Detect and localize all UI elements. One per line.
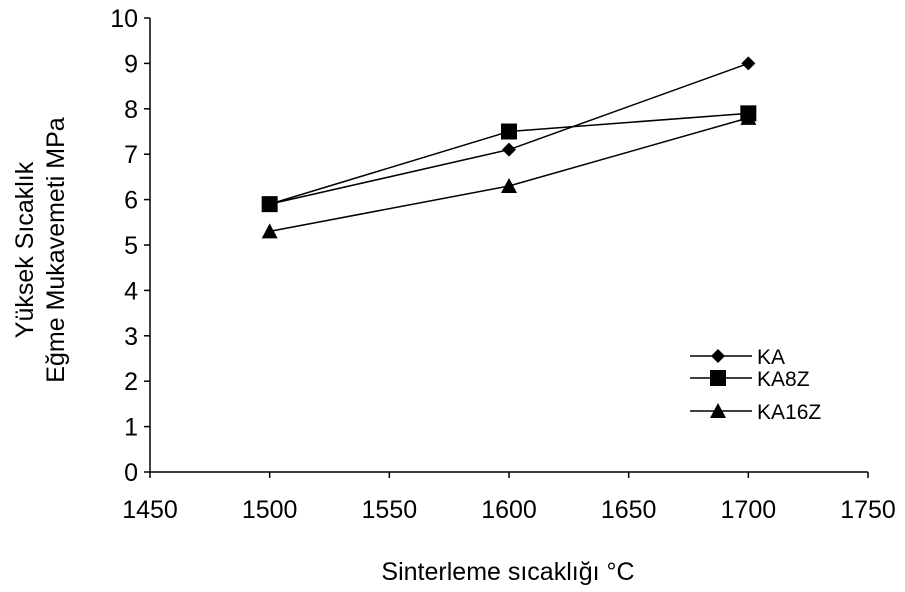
data-point-ka8z [261, 196, 278, 213]
data-point-ka16z [740, 109, 757, 125]
y-tick-label: 7 [124, 141, 138, 169]
legend-item-ka: KA [690, 346, 785, 369]
series-ka8z [261, 105, 757, 213]
x-axis-title: Sinterleme sıcaklığı °C [381, 558, 634, 586]
x-tick-label: 1600 [481, 496, 537, 524]
x-tick-label: 1550 [362, 496, 418, 524]
x-tick-label: 1500 [242, 496, 298, 524]
y-axis-title-line-2: Eğme Mukavemeti MPa [42, 117, 70, 382]
x-tick-label: 1450 [122, 496, 178, 524]
y-tick-label: 0 [124, 459, 138, 487]
legend-item-ka8z: KA8Z [690, 368, 810, 391]
y-tick-label: 6 [124, 187, 138, 215]
y-tick-label: 8 [124, 96, 138, 124]
legend-marker-ka [711, 349, 725, 363]
ticks: 0 1 2 3 4 5 6 7 8 9 10 1450 1500 1550 1600 1650 1700 1750 [110, 5, 896, 524]
data-point-ka8z [501, 123, 517, 140]
x-tick-label: 1650 [601, 496, 657, 524]
legend-label-ka8z: KA8Z [757, 368, 810, 391]
legend-marker-ka8z [710, 370, 726, 386]
data-point-ka16z [501, 177, 517, 193]
series-layer [261, 56, 757, 239]
legend-item-ka16z: KA16Z [690, 401, 821, 424]
y-tick-label: 10 [110, 5, 138, 33]
data-point-ka [741, 56, 756, 71]
y-tick-label: 9 [124, 50, 138, 78]
y-axis-title-line-1: Yüksek Sıcaklık [11, 161, 39, 338]
x-tick-label: 1700 [721, 496, 777, 524]
y-tick-label: 5 [124, 232, 138, 260]
legend-label-ka16z: KA16Z [757, 401, 821, 424]
x-tick-label: 1750 [840, 496, 896, 524]
y-tick-label: 3 [124, 323, 138, 351]
series-ka16z [261, 109, 757, 239]
data-point-ka [502, 142, 516, 157]
legend-label-ka: KA [757, 346, 785, 369]
legend-marker-ka16z [710, 403, 726, 418]
y-tick-label: 4 [124, 277, 138, 305]
data-point-ka16z [261, 223, 278, 239]
y-tick-label: 2 [124, 368, 138, 396]
y-tick-label: 1 [124, 414, 138, 442]
